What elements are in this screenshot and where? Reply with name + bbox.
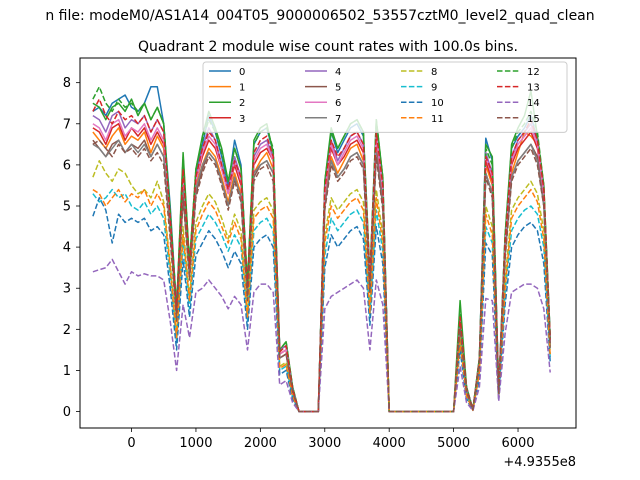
legend-label-2: 2	[239, 98, 245, 109]
figure-suptitle: n file: modeM0/AS1A14_004T05_9000006502_…	[45, 8, 594, 24]
legend-label-11: 11	[431, 114, 444, 125]
legend-box	[202, 61, 568, 133]
x-tick-label: 3000	[308, 436, 341, 451]
series-line-15	[92, 139, 551, 413]
legend-label-5: 5	[335, 83, 341, 94]
y-tick-label: 5	[63, 200, 71, 215]
x-offset-label: +4.9355e8	[503, 455, 576, 470]
legend-label-0: 0	[239, 67, 245, 78]
x-tick-label: 1000	[179, 436, 212, 451]
x-tick-label: 2000	[244, 436, 277, 451]
legend-label-13: 13	[527, 83, 540, 94]
x-tick-label: 5000	[437, 436, 470, 451]
x-tick-label: 4000	[373, 436, 406, 451]
y-tick-label: 6	[63, 158, 71, 173]
y-tick-label: 3	[63, 282, 71, 297]
legend-label-6: 6	[335, 98, 341, 109]
y-tick-label: 7	[63, 117, 71, 132]
legend-label-9: 9	[431, 83, 437, 94]
legend-label-12: 12	[527, 67, 540, 78]
x-tick-label: 6000	[501, 436, 534, 451]
legend-label-3: 3	[239, 114, 245, 125]
chart-title: Quadrant 2 module wise count rates with …	[138, 39, 518, 55]
series-layer	[92, 86, 551, 413]
legend-label-4: 4	[335, 67, 341, 78]
legend-label-15: 15	[527, 114, 540, 125]
y-tick-label: 8	[63, 76, 71, 91]
legend-label-7: 7	[335, 114, 341, 125]
legend-label-1: 1	[239, 83, 245, 94]
plot-frame	[79, 57, 577, 429]
y-tick-label: 2	[63, 323, 71, 338]
legend-label-8: 8	[431, 67, 437, 78]
y-tick-label: 1	[63, 364, 71, 379]
x-axis: 0 1000 2000 3000 4000 5000 6000	[127, 428, 535, 451]
y-tick-label: 4	[63, 241, 71, 256]
y-tick-label: 0	[63, 405, 71, 420]
x-tick-label: 0	[127, 436, 135, 451]
legend-label-14: 14	[527, 98, 540, 109]
series-line-10	[92, 197, 551, 413]
y-axis: 0 1 2 3 4 5 6 7 8	[63, 76, 80, 420]
legend-label-10: 10	[431, 98, 444, 109]
